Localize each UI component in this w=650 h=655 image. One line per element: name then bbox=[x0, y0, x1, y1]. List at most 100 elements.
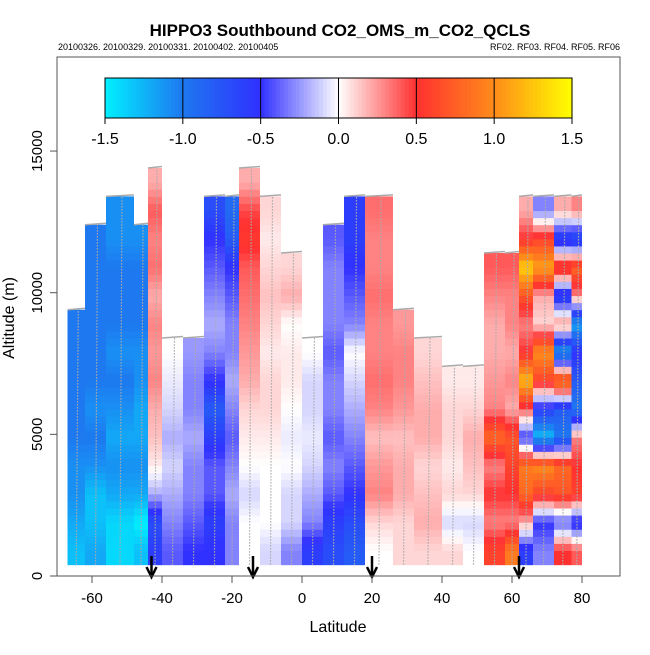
curtain-cell bbox=[323, 373, 344, 382]
curtain-cell bbox=[225, 295, 239, 304]
curtain-cell bbox=[414, 458, 442, 467]
curtain-cell bbox=[204, 203, 225, 212]
curtain-cell bbox=[225, 423, 239, 431]
curtain-cell bbox=[134, 345, 148, 353]
flight-track bbox=[290, 253, 295, 565]
flight-track-top bbox=[532, 194, 555, 198]
colorbar-segment bbox=[143, 78, 149, 118]
curtain-cell bbox=[148, 451, 162, 459]
curtain-cell bbox=[134, 302, 148, 311]
curtain-cell bbox=[134, 522, 148, 530]
colorbar-segment bbox=[287, 78, 293, 118]
colorbar-segment bbox=[525, 78, 530, 118]
curtain-cell bbox=[85, 366, 106, 374]
curtain-cell bbox=[134, 330, 148, 339]
curtain-cell bbox=[302, 338, 323, 346]
curtain-cell bbox=[323, 437, 344, 445]
curtain-cell bbox=[134, 366, 148, 374]
curtain-cell bbox=[533, 217, 554, 226]
curtain-cell bbox=[183, 408, 204, 417]
curtain-cell bbox=[162, 543, 183, 552]
curtain-cell bbox=[344, 345, 365, 353]
curtain-cell bbox=[67, 373, 85, 382]
curtain-cell bbox=[442, 373, 463, 382]
curtain-cell bbox=[204, 529, 225, 537]
curtain-cell bbox=[148, 189, 162, 197]
curtain-cell bbox=[442, 500, 463, 509]
curtain-cell bbox=[106, 224, 134, 233]
curtain-cell bbox=[323, 245, 344, 254]
curtain-cell bbox=[344, 543, 365, 552]
curtain-cell bbox=[302, 508, 323, 516]
curtain-cell bbox=[323, 508, 344, 516]
curtain-cell bbox=[148, 366, 162, 374]
curtain-cell bbox=[323, 465, 344, 474]
curtain-cell bbox=[225, 309, 239, 318]
curtain-cell bbox=[571, 238, 582, 247]
curtain-cell bbox=[239, 500, 260, 509]
curtain-cell bbox=[505, 352, 519, 360]
curtain-cell bbox=[519, 203, 533, 212]
curtain-cell bbox=[442, 387, 463, 396]
curtain-cell bbox=[134, 394, 148, 403]
curtain-cell bbox=[323, 345, 344, 353]
curtain-cell bbox=[344, 295, 365, 304]
curtain-cell bbox=[225, 359, 239, 367]
curtain-cell bbox=[484, 465, 505, 474]
curtain-cell bbox=[505, 267, 519, 275]
flight-track bbox=[332, 224, 337, 565]
flight-track-top bbox=[518, 194, 534, 198]
colorbar-tick-label: 1.5 bbox=[561, 131, 583, 148]
curtain-cell bbox=[393, 345, 414, 353]
curtain-cell bbox=[260, 330, 281, 339]
curtain-cell bbox=[442, 380, 463, 389]
curtain-cell bbox=[85, 543, 106, 552]
curtain-cell bbox=[204, 288, 225, 297]
curtain-cell bbox=[414, 508, 442, 516]
curtain-cell bbox=[323, 408, 344, 417]
curtain-cell bbox=[260, 373, 281, 382]
curtain-cell bbox=[519, 500, 533, 509]
curtain-cell bbox=[134, 437, 148, 445]
curtain-cell bbox=[67, 352, 85, 360]
curtain-cell bbox=[281, 451, 302, 459]
curtain-cell bbox=[365, 359, 393, 367]
curtain-cell bbox=[519, 295, 533, 304]
curtain-cell bbox=[463, 500, 484, 509]
curtain-cell bbox=[204, 359, 225, 367]
curtain-cell bbox=[365, 352, 393, 360]
curtain-cell bbox=[323, 316, 344, 325]
curtain-cell bbox=[260, 430, 281, 438]
curtain-cell bbox=[554, 323, 572, 332]
curtain-cell bbox=[463, 465, 484, 474]
curtain-cell bbox=[204, 302, 225, 311]
flight-track-top bbox=[571, 194, 583, 198]
curtain-cell bbox=[134, 543, 148, 552]
colorbar-segment bbox=[494, 78, 499, 118]
curtain-cell bbox=[134, 387, 148, 396]
curtain-cell bbox=[533, 245, 554, 254]
curtain-cell bbox=[571, 196, 582, 204]
curtain-cell bbox=[393, 543, 414, 552]
curtain-cell bbox=[183, 479, 204, 488]
curtain-cell bbox=[323, 423, 344, 431]
curtain-cell bbox=[365, 295, 393, 304]
curtain-cell bbox=[505, 451, 519, 459]
curtain-cell bbox=[344, 267, 365, 275]
colorbar-segment bbox=[361, 78, 367, 118]
colorbar-segment bbox=[248, 78, 254, 118]
colorbar-segment bbox=[533, 78, 538, 118]
curtain-cell bbox=[554, 500, 572, 509]
curtain-cell bbox=[239, 182, 260, 190]
curtain-cell bbox=[260, 352, 281, 360]
curtain-cell bbox=[85, 330, 106, 339]
curtain-cell bbox=[302, 380, 323, 389]
curtain-cell bbox=[239, 508, 260, 516]
curtain-cell bbox=[533, 345, 554, 353]
curtain-cell bbox=[204, 217, 225, 226]
curtain-cell bbox=[344, 529, 365, 537]
curtain-cell bbox=[67, 387, 85, 396]
curtain-cell bbox=[393, 380, 414, 389]
curtain-cell bbox=[365, 543, 393, 552]
curtain-cell bbox=[323, 430, 344, 438]
